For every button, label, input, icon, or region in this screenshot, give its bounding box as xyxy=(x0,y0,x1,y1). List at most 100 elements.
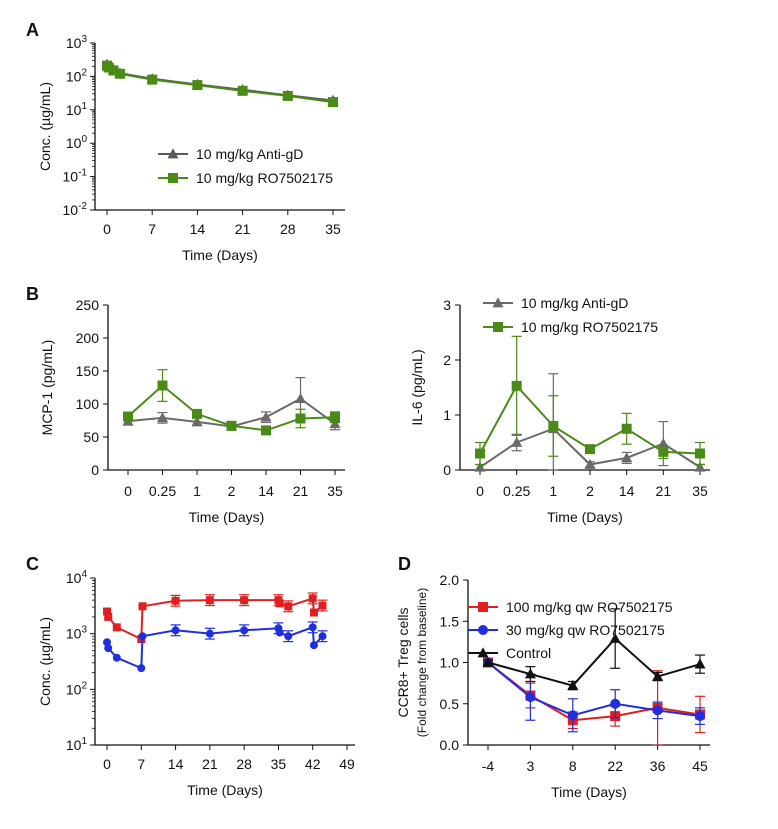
panel-b-legend-ro7502175-label: 10 mg/kg RO7502175 xyxy=(521,319,658,335)
panel-d-xtick-label: 22 xyxy=(607,758,623,774)
panel-c-xtick-label: 0 xyxy=(103,756,111,772)
panel-d-ytick-label: 0.5 xyxy=(440,696,460,712)
panel-label-a: A xyxy=(26,20,39,40)
panel-a-ytick-label: 100 xyxy=(66,134,88,151)
panel-b-mcp1-ytick-label: 250 xyxy=(76,297,100,313)
panel-d-series-2-point xyxy=(567,679,579,690)
panel-d-legend-control-label: Control xyxy=(506,645,551,661)
panel-b-mcp1-xlabel: Time (Days) xyxy=(189,509,265,525)
panel-d-ytick-label: 1.0 xyxy=(440,655,460,671)
panel-a-series-1-point xyxy=(147,74,158,85)
panel-c-xtick-label: 7 xyxy=(137,756,145,772)
panel-c-series-0-point xyxy=(205,596,214,605)
panel-b-il6-ytick-label: 0 xyxy=(443,462,451,478)
panel-a-ytick-label: 103 xyxy=(66,34,88,51)
panel-b-il6-xtick-label: 0.25 xyxy=(503,483,530,499)
panel-b-mcp1-xtick-label: 0.25 xyxy=(149,483,176,499)
panel-b-mcp1-series-0-point xyxy=(329,418,341,429)
panel-d-series-2-point xyxy=(482,656,494,667)
panel-b-mcp1-xtick-label: 35 xyxy=(327,483,343,499)
panel-a-xtick-label: 0 xyxy=(103,221,111,237)
panel-a-ytick-label: 10-2 xyxy=(63,201,88,218)
panel-b-mcp1-xtick-label: 2 xyxy=(228,483,236,499)
panel-c-series-1-point xyxy=(171,626,180,635)
panel-b-il6-ylabel: IL-6 (pg/mL) xyxy=(409,349,425,425)
panel-d-xlabel: Time (Days) xyxy=(551,784,627,800)
panel-d-xtick-label: 8 xyxy=(569,758,577,774)
panel-c-series-1-point xyxy=(138,632,147,641)
panel-b-il6-xtick-label: 14 xyxy=(619,483,635,499)
panel-a-ylabel: Conc. (µg/mL) xyxy=(37,82,53,171)
panel-label-b: B xyxy=(26,284,39,304)
panel-b-il6-series-1-point xyxy=(621,423,632,434)
panel-d-ytick-label: 0.0 xyxy=(440,737,460,753)
panel-b-il6-series-0-point xyxy=(694,461,706,472)
panel-b-mcp1-ytick-label: 50 xyxy=(83,429,99,445)
panel-c-ytick-label: 102 xyxy=(66,680,88,697)
panel-d-series-0-line xyxy=(487,661,701,722)
panel-c-series-1-point xyxy=(104,644,113,653)
panel-b-mcp1-series-1-point xyxy=(157,380,168,391)
panel-b-mcp1-series-1-point xyxy=(226,420,237,431)
panel-b-mcp1-ytick-label: 150 xyxy=(76,363,100,379)
panel-c-series-1-point xyxy=(205,629,214,638)
panel-a-ytick-label: 10-1 xyxy=(63,168,88,185)
panel-b-mcp1-series-0-point xyxy=(260,411,272,422)
panel-b-mcp1-xtick-label: 0 xyxy=(124,483,132,499)
panel-label-d: D xyxy=(398,554,411,574)
panel-d-series-1-point xyxy=(652,705,663,716)
panel-b-il6-ytick-label: 1 xyxy=(443,407,451,423)
panel-d-series-1-point xyxy=(525,692,536,703)
panel-c-series-0-point xyxy=(284,602,293,611)
panel-b-il6-series-1-point xyxy=(548,421,559,431)
panel-c-xtick-label: 42 xyxy=(305,756,321,772)
panel-a-xtick-label: 21 xyxy=(235,221,251,237)
panel-c-series-1-point xyxy=(308,623,317,632)
panel-a-legend-anti-gd-label: 10 mg/kg Anti-gD xyxy=(196,146,303,162)
panel-b-mcp1-ytick-label: 200 xyxy=(76,330,100,346)
panel-c-series-1-point xyxy=(284,632,293,641)
panel-c-series-1-point xyxy=(137,664,146,673)
panel-b-mcp1-series-1-point xyxy=(330,412,340,423)
panel-c-xtick-label: 21 xyxy=(202,756,218,772)
panel-d-series-2-line xyxy=(487,637,701,687)
panel-c-ytick-label: 103 xyxy=(66,625,88,642)
panel-b-il6-series-1-point xyxy=(585,444,595,455)
panel-a-series-1-point xyxy=(114,68,125,79)
panel-c-ytick-label: 101 xyxy=(66,736,88,753)
panel-a-xtick-label: 14 xyxy=(190,221,206,237)
panel-b-il6-ytick-label: 3 xyxy=(443,297,451,313)
panel-a-series-0-line xyxy=(106,63,334,102)
panel-a-series-1-point xyxy=(237,85,248,96)
panel-label-c: C xyxy=(26,554,39,574)
panel-b-il6-series-0-point xyxy=(474,461,486,472)
panel-c-series-0-point xyxy=(112,623,121,632)
panel-c-xtick-label: 14 xyxy=(168,756,184,772)
panel-a-xtick-label: 35 xyxy=(325,221,341,237)
panel-c-series-1-point xyxy=(275,628,284,637)
panel-d-ylabel: CCR8+ Treg cells xyxy=(395,607,411,717)
panel-c-series-0-point xyxy=(240,596,249,605)
panel-b-il6-xlabel: Time (Days) xyxy=(547,509,623,525)
panel-a-series-1-point xyxy=(328,97,338,108)
panel-c-series-1-point xyxy=(309,641,318,650)
panel-d-xtick-label: 3 xyxy=(527,758,535,774)
panel-c-series-1-point xyxy=(318,632,327,641)
panel-d-xtick-label: 36 xyxy=(650,758,666,774)
panel-d-series-1-point xyxy=(695,711,705,722)
panel-b-il6-series-0-point xyxy=(584,458,596,469)
panel-b-il6-xtick-label: 35 xyxy=(692,483,708,499)
panel-c-series-0-point xyxy=(171,596,180,605)
panel-b-il6-series-1-line xyxy=(479,384,701,455)
panel-c-xtick-label: 35 xyxy=(271,756,287,772)
panel-a-ytick-label: 102 xyxy=(66,67,88,84)
panel-c-ylabel: Conc. (µg/mL) xyxy=(37,617,53,706)
panel-a-legend-ro7502175-marker xyxy=(168,173,178,183)
panel-c-xtick-label: 28 xyxy=(236,756,252,772)
panel-d-series-1-point xyxy=(567,710,578,721)
panel-d-series-1-line xyxy=(487,661,701,718)
panel-b-il6-series-1-point xyxy=(475,448,485,459)
panel-b-il6-xtick-label: 1 xyxy=(549,483,557,499)
panel-b-mcp1-series-0-point xyxy=(191,416,203,427)
